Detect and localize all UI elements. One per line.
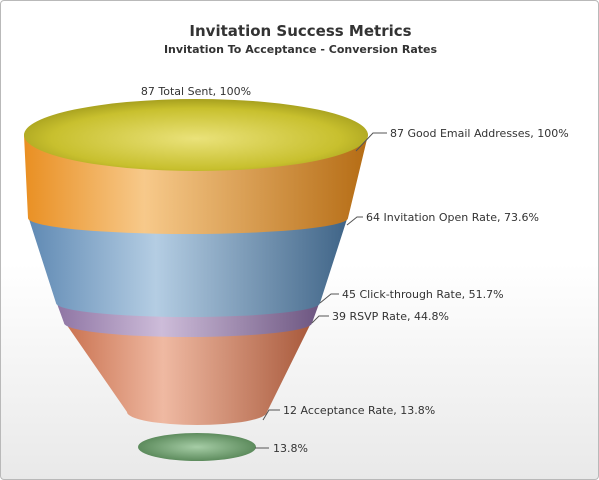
label-good-email: 87 Good Email Addresses, 100% [390,127,569,140]
label-click-through: 45 Click-through Rate, 51.7% [342,288,504,301]
connector-line-acceptance [262,409,280,421]
funnel-segment-acceptance [64,321,312,425]
chart-title: Invitation Success Metrics [189,22,412,40]
label-bottom-percent: 13.8% [273,442,308,455]
label-total-sent: 87 Total Sent, 100% [141,85,251,98]
funnel-bottom-ellipse [138,433,256,461]
chart-subtitle: Invitation To Acceptance - Conversion Ra… [163,43,438,56]
connector-line-click-through [319,293,339,304]
funnel-segment-click-through [28,216,348,317]
connector-line-good-email [355,132,387,152]
connector-line-rsvp [311,315,329,324]
label-acceptance: 12 Acceptance Rate, 13.8% [283,404,435,417]
label-open-rate: 64 Invitation Open Rate, 73.6% [366,211,539,224]
funnel-top-total-sent [24,99,368,171]
label-rsvp: 39 RSVP Rate, 44.8% [332,310,449,323]
connector-line-open-rate [346,216,363,226]
